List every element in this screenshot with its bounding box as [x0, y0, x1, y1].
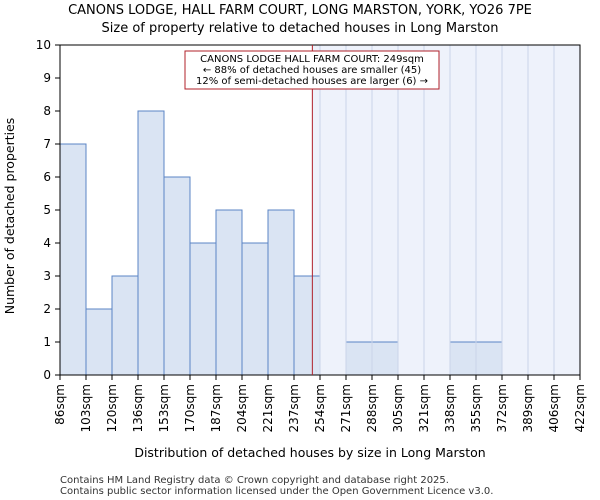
- x-tick-label: 321sqm: [417, 384, 431, 432]
- x-tick-label: 389sqm: [521, 384, 535, 432]
- y-tick-label: 7: [43, 137, 51, 151]
- x-tick-label: 170sqm: [183, 384, 197, 432]
- bar-271sqm: [345, 341, 373, 376]
- annotation-line-1: CANONS LODGE HALL FARM COURT: 249sqm: [200, 54, 424, 65]
- bar-120sqm: [111, 275, 139, 376]
- x-tick-label: 120sqm: [105, 384, 119, 432]
- x-axis: 86sqm 103sqm 120sqm 136sqm 153sqm 170sqm 187sq…: [53, 375, 587, 432]
- x-tick-label: 338sqm: [443, 384, 457, 432]
- y-tick-label: 4: [43, 236, 51, 250]
- y-tick-label: 10: [36, 38, 51, 52]
- annotation-border: [184, 50, 440, 90]
- x-tick-label: 254sqm: [313, 384, 327, 432]
- bar-355sqm: [475, 341, 503, 376]
- bar-170sqm: [189, 242, 217, 376]
- y-tick-label: 3: [43, 269, 51, 283]
- footer-line-2: Contains public sector information licen…: [60, 486, 493, 497]
- footer-line-1: Contains HM Land Registry data © Crown c…: [60, 475, 449, 486]
- bar-204sqm: [241, 242, 269, 376]
- y-tick-label: 0: [43, 368, 51, 382]
- bar-221sqm: [267, 209, 295, 376]
- bars-group: [59, 45, 555, 376]
- annotation-box: CANONS LODGE HALL FARM COURT: 249sqm ← 8…: [184, 50, 440, 90]
- chart-title: CANONS LODGE, HALL FARM COURT, LONG MARS…: [68, 3, 532, 18]
- bar-288sqm: [371, 341, 399, 376]
- y-tick-label: 5: [43, 203, 51, 217]
- x-tick-label: 422sqm: [573, 384, 587, 432]
- x-tick-label: 221sqm: [261, 384, 275, 432]
- bar-86sqm: [59, 143, 87, 376]
- bar-237sqm: [293, 275, 321, 376]
- highlight-region: [312, 45, 580, 375]
- annotation-line-2: ← 88% of detached houses are smaller (45…: [203, 65, 421, 76]
- chart-subtitle: Size of property relative to detached ho…: [102, 21, 499, 36]
- x-tick-label: 237sqm: [287, 384, 301, 432]
- y-tick-label: 8: [43, 104, 51, 118]
- x-tick-label: 103sqm: [79, 384, 93, 432]
- x-tick-label: 305sqm: [391, 384, 405, 432]
- x-tick-label: 86sqm: [53, 384, 67, 425]
- x-tick-label: 187sqm: [209, 384, 223, 432]
- x-tick-label: 204sqm: [235, 384, 249, 432]
- y-tick-label: 2: [43, 302, 51, 316]
- x-tick-label: 406sqm: [547, 384, 561, 432]
- x-tick-label: 288sqm: [365, 384, 379, 432]
- x-tick-label: 136sqm: [131, 384, 145, 432]
- y-axis-label: Number of detached properties: [2, 118, 17, 315]
- x-tick-label: 153sqm: [157, 384, 171, 432]
- x-tick-label: 372sqm: [495, 384, 509, 432]
- annotation-line-3: 12% of semi-detached houses are larger (…: [196, 76, 428, 87]
- y-tick-label: 9: [43, 71, 51, 85]
- bar-103sqm: [85, 308, 113, 376]
- y-axis: 0 1 2 3 4 5 6 7 8 9 10: [36, 38, 60, 382]
- x-tick-label: 271sqm: [339, 384, 353, 432]
- bar-187sqm: [215, 209, 243, 376]
- x-tick-label: 355sqm: [469, 384, 483, 432]
- bar-153sqm: [163, 176, 191, 376]
- y-tick-label: 6: [43, 170, 51, 184]
- x-axis-label: Distribution of detached houses by size …: [134, 445, 485, 460]
- bar-338sqm: [449, 341, 477, 376]
- bar-136sqm: [137, 110, 165, 376]
- y-tick-label: 1: [43, 335, 51, 349]
